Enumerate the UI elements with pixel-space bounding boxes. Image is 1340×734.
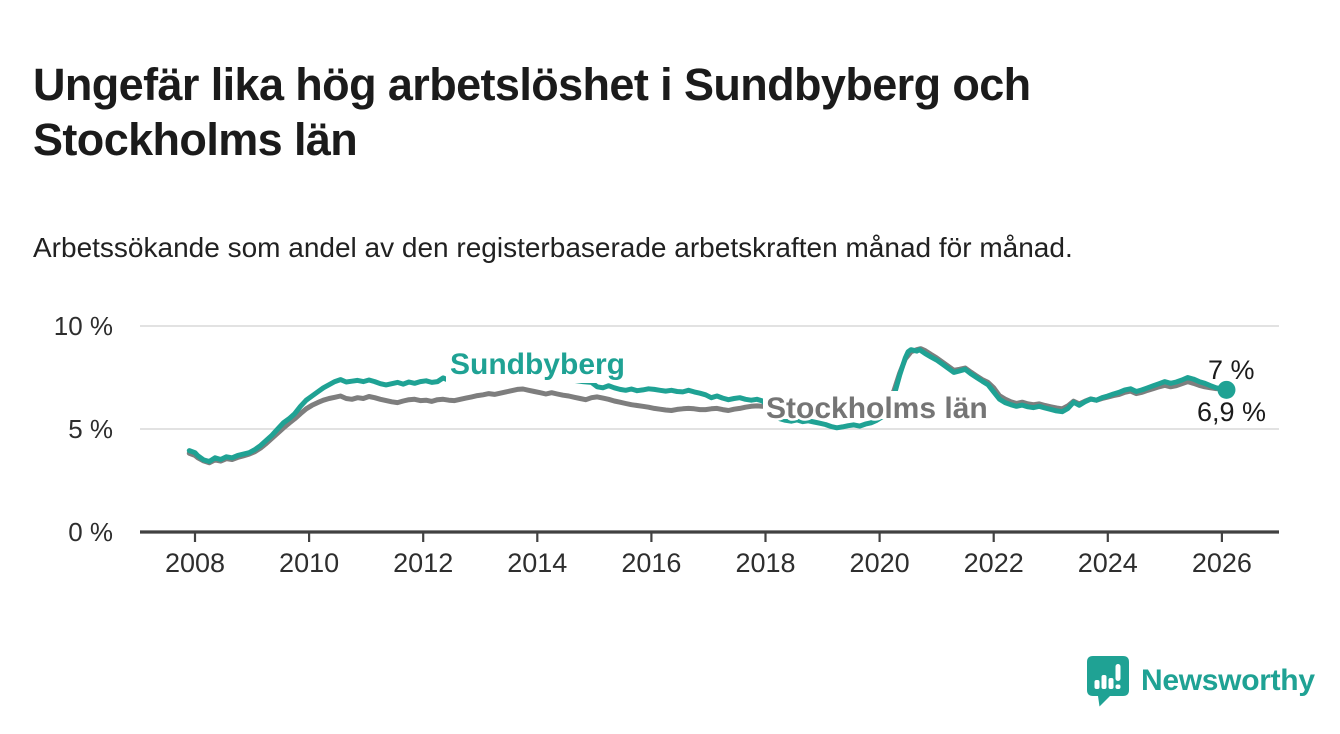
- series-label-sundbyberg: Sundbyberg: [450, 348, 625, 381]
- label-halo: [763, 391, 979, 419]
- y-tick-label: 0 %: [68, 517, 113, 547]
- x-tick-label: 2010: [279, 548, 339, 578]
- x-tick-label: 2014: [507, 548, 567, 578]
- series-label-stockholms-lan: Stockholms län: [766, 392, 988, 425]
- x-tick-label: 2008: [165, 548, 225, 578]
- x-tick-label: 2024: [1078, 548, 1138, 578]
- x-tick-label: 2022: [964, 548, 1024, 578]
- y-tick-label: 5 %: [68, 414, 113, 444]
- series-end-dot-sundbyberg: [1217, 380, 1236, 399]
- x-tick-label: 2016: [621, 548, 681, 578]
- series-line-sundbyberg: [186, 347, 1229, 464]
- end-value-stockholms-lan: 7 %: [1208, 355, 1255, 385]
- x-tick-label: 2012: [393, 548, 453, 578]
- x-tick-label: 2018: [735, 548, 795, 578]
- x-tick-label: 2026: [1192, 548, 1252, 578]
- speech-bubble-bar-chart-icon: [1087, 656, 1129, 707]
- brand-name: Newsworthy: [1141, 664, 1315, 697]
- label-halo: [446, 346, 636, 383]
- page-title-line1: Ungefär lika hög arbetslöshet i Sundbybe…: [33, 59, 1031, 111]
- end-value-sundbyberg: 6,9 %: [1197, 397, 1266, 427]
- page-title: Ungefär lika hög arbetslöshet i Sundbybe…: [33, 58, 1303, 167]
- y-tick-label: 10 %: [54, 311, 113, 341]
- page-title-line2: Stockholms län: [33, 113, 358, 165]
- newsworthy-logo: Newsworthy: [1086, 655, 1315, 707]
- chart-subtitle: Arbetssökande som andel av den registerb…: [33, 232, 1073, 263]
- x-tick-label: 2020: [850, 548, 910, 578]
